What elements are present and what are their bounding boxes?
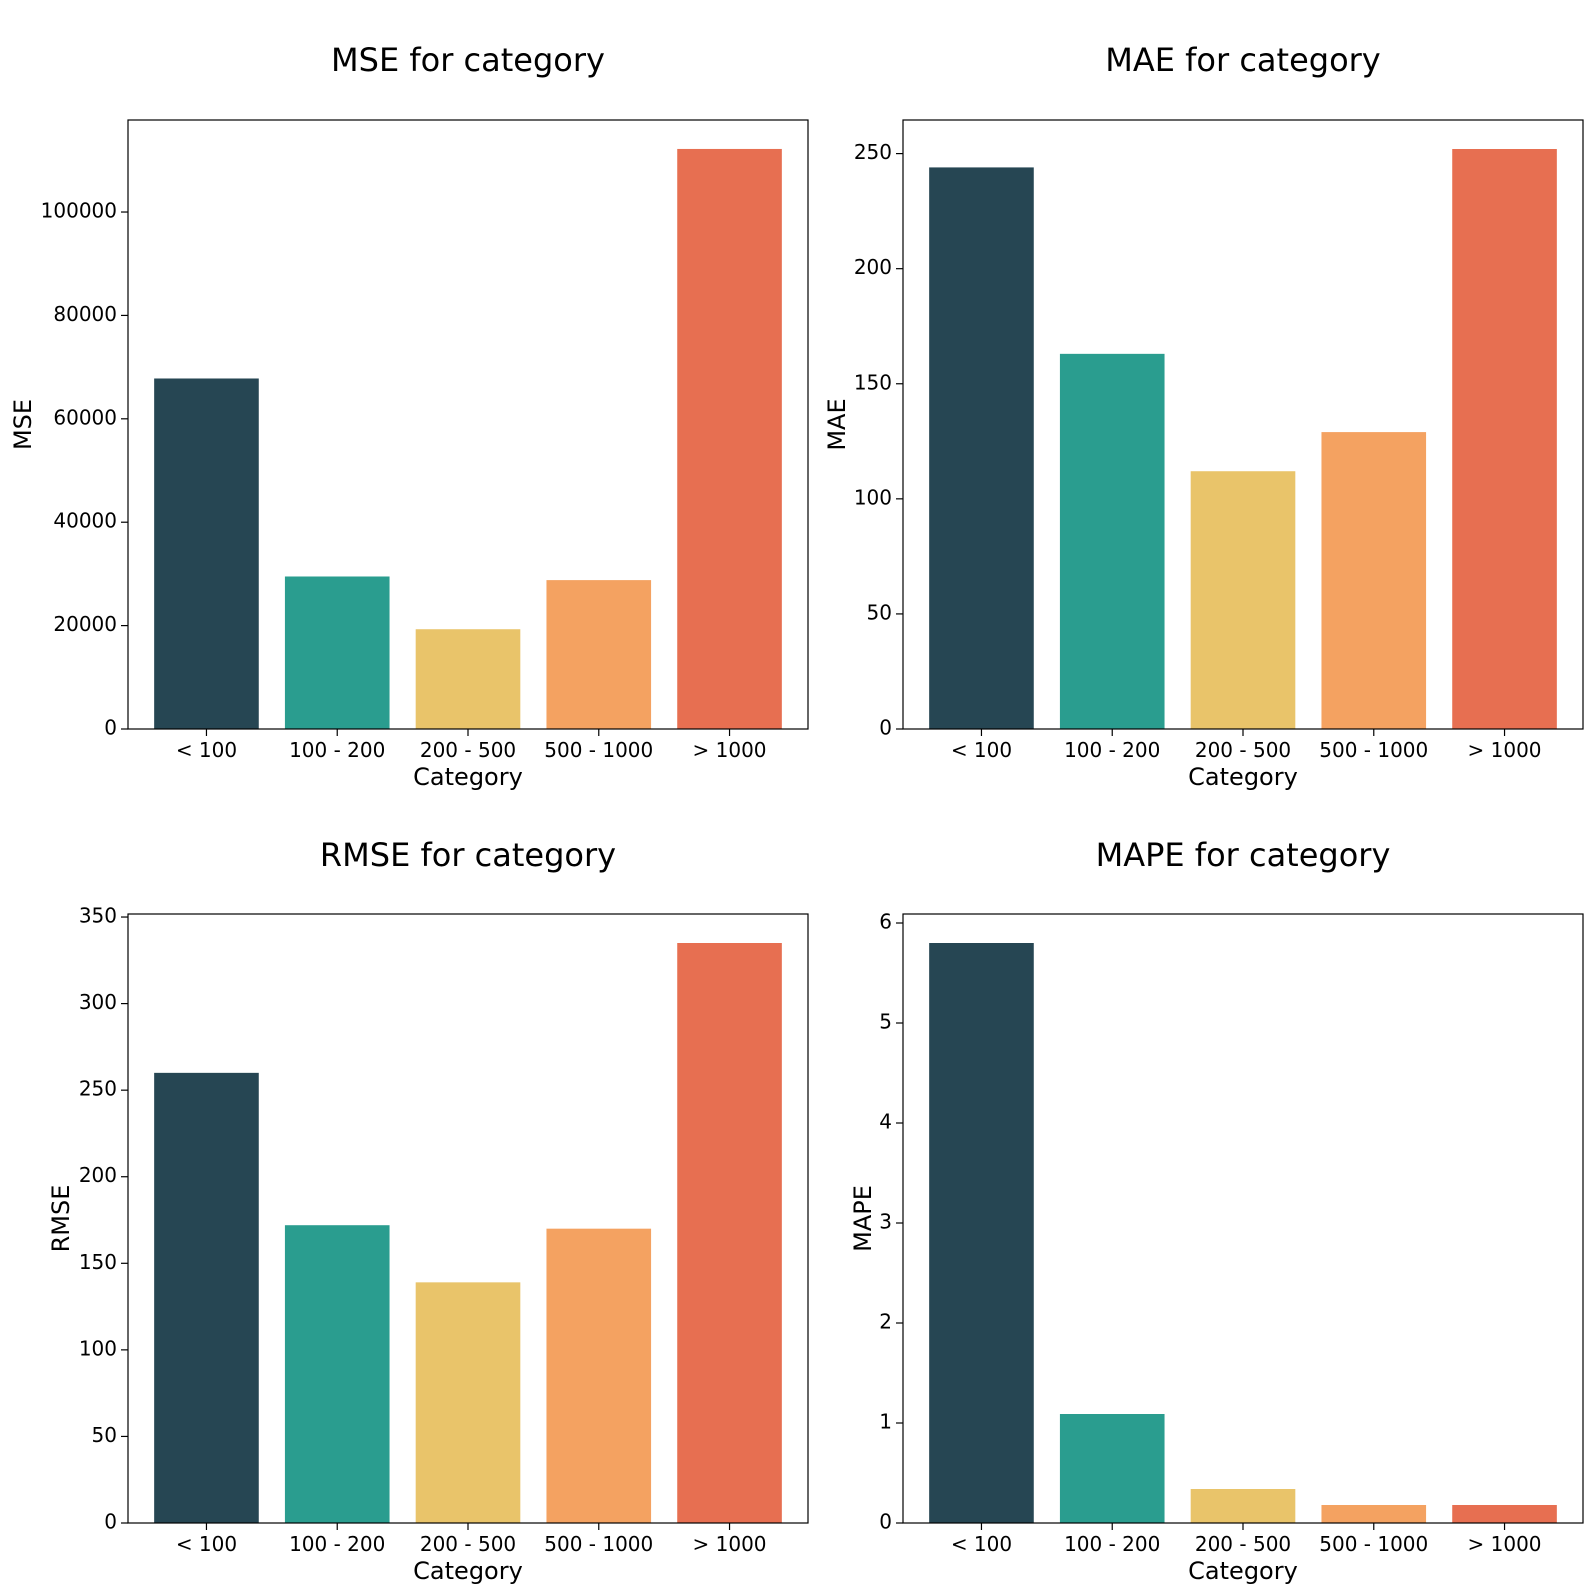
y-tick-label: 0 [879, 1510, 892, 1534]
y-tick-label: 100000 [41, 199, 117, 223]
y-tick-label: 150 [854, 370, 892, 394]
chart-panel-2: RMSE for category < 100 100 - 200 200 - 500… [47, 836, 809, 1585]
bar [677, 943, 782, 1523]
x-tick-label: < 100 [176, 738, 237, 762]
y-tick-label: 6 [879, 910, 892, 934]
chart-title: MAPE for category [1096, 836, 1391, 874]
x-axis-label: Category [413, 1557, 523, 1585]
chart-panel-0: MSE for category < 100 100 - 200 200 - 500 5… [9, 41, 809, 791]
bar [415, 1282, 521, 1523]
bar [1321, 1505, 1427, 1523]
y-tick-label: 300 [79, 990, 117, 1014]
bar [1452, 149, 1557, 729]
chart-title: MSE for category [331, 41, 605, 79]
bar [1321, 432, 1427, 729]
x-tick-label: < 100 [951, 738, 1012, 762]
x-tick-label: 500 - 1000 [544, 738, 653, 762]
x-tick-label: 200 - 500 [420, 738, 516, 762]
y-tick-label: 350 [79, 904, 117, 928]
x-tick-label: 100 - 200 [1064, 738, 1160, 762]
bar [1452, 1505, 1557, 1523]
y-axis-label: MAPE [849, 1185, 877, 1252]
x-tick-label: 100 - 200 [289, 738, 385, 762]
y-tick-label: 4 [879, 1110, 892, 1134]
y-tick-label: 100 [854, 485, 892, 509]
x-tick-label: 500 - 1000 [1319, 738, 1428, 762]
bar [1059, 353, 1165, 729]
bar [929, 167, 1034, 729]
x-tick-label: > 1000 [1468, 738, 1542, 762]
x-tick-label: < 100 [176, 1532, 237, 1556]
chart-title: RMSE for category [320, 836, 616, 874]
x-axis-label: Category [1188, 763, 1298, 791]
y-tick-label: 200 [854, 255, 892, 279]
y-tick-label: 250 [79, 1077, 117, 1101]
plot-frame [127, 119, 809, 730]
x-tick-label: 100 - 200 [289, 1532, 385, 1556]
y-tick-label: 5 [879, 1010, 892, 1034]
bar [284, 576, 390, 729]
bar [1190, 1489, 1296, 1523]
x-tick-label: > 1000 [1468, 1532, 1542, 1556]
y-tick-label: 40000 [53, 509, 117, 533]
y-tick-label: 0 [104, 716, 117, 740]
y-axis-label: MSE [9, 399, 37, 450]
bar [546, 1228, 652, 1523]
y-tick-label: 0 [879, 716, 892, 740]
y-axis-label: MAE [823, 398, 851, 450]
chart-title: MAE for category [1105, 41, 1380, 79]
plot-frame [902, 119, 1584, 730]
y-tick-label: 250 [854, 140, 892, 164]
x-tick-label: > 1000 [693, 1532, 767, 1556]
bar [154, 378, 259, 729]
y-tick-label: 50 [92, 1423, 117, 1447]
x-tick-label: 200 - 500 [1195, 738, 1291, 762]
y-tick-label: 80000 [53, 302, 117, 326]
bar [929, 943, 1034, 1523]
x-tick-label: 200 - 500 [420, 1532, 516, 1556]
x-axis-label: Category [413, 763, 523, 791]
x-tick-label: 100 - 200 [1064, 1532, 1160, 1556]
chart-panel-1: MAE for category < 100 100 - 200 200 - 500 5… [823, 41, 1584, 791]
x-tick-label: < 100 [951, 1532, 1012, 1556]
bar [284, 1225, 390, 1523]
bar [415, 629, 521, 729]
bar [677, 148, 782, 730]
plot-frame [902, 913, 1584, 1524]
x-tick-label: 500 - 1000 [1319, 1532, 1428, 1556]
y-tick-label: 2 [879, 1310, 892, 1334]
y-axis-label: RMSE [47, 1185, 75, 1253]
x-tick-label: 200 - 500 [1195, 1532, 1291, 1556]
y-tick-label: 60000 [53, 405, 117, 429]
bar [546, 580, 652, 729]
y-tick-label: 150 [79, 1250, 117, 1274]
plot-frame [127, 913, 809, 1524]
y-tick-label: 1 [879, 1410, 892, 1434]
y-tick-label: 100 [79, 1336, 117, 1360]
x-axis-label: Category [1188, 1557, 1298, 1585]
x-tick-label: 500 - 1000 [544, 1532, 653, 1556]
y-tick-label: 3 [879, 1210, 892, 1234]
y-tick-label: 20000 [53, 612, 117, 636]
x-tick-label: > 1000 [693, 738, 767, 762]
y-tick-label: 50 [867, 600, 892, 624]
bar [154, 1072, 259, 1523]
bar [1190, 471, 1296, 729]
y-tick-label: 200 [79, 1163, 117, 1187]
y-tick-label: 0 [104, 1510, 117, 1534]
chart-panel-3: MAPE for category < 100 100 - 200 200 - 500… [849, 836, 1584, 1585]
bar [1059, 1414, 1165, 1523]
